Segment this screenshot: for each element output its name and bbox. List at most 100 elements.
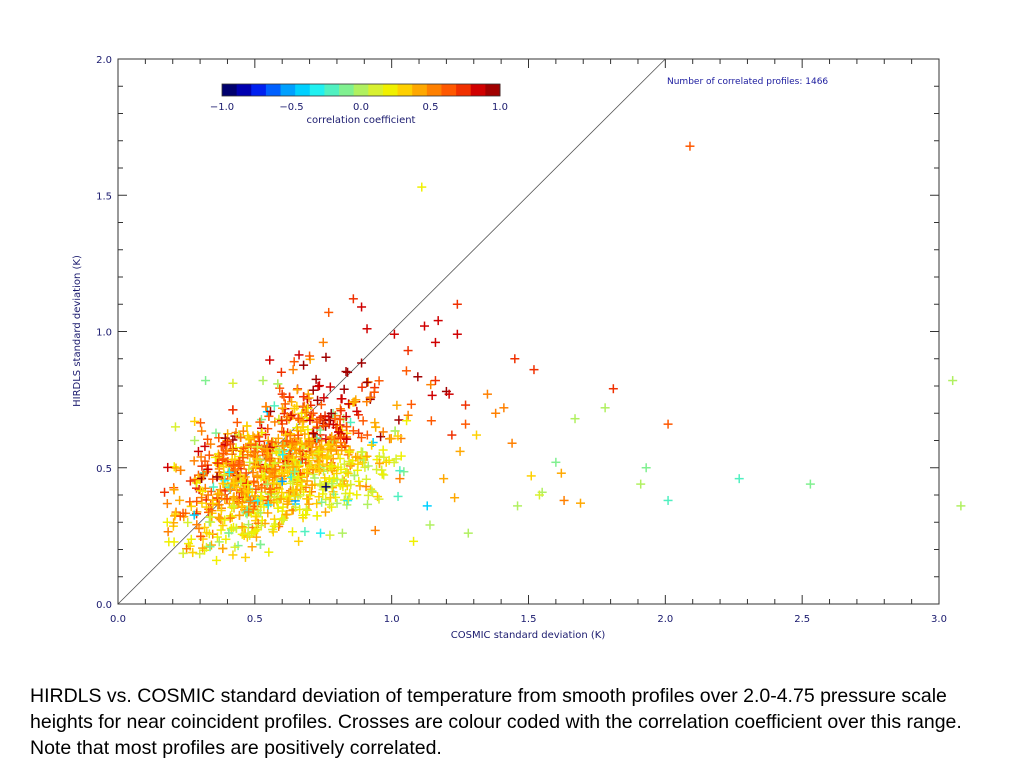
data-point: [390, 426, 400, 436]
data-point: [948, 376, 958, 386]
colorbar-segment: [441, 84, 457, 96]
data-point: [242, 421, 252, 431]
data-point: [392, 400, 402, 410]
data-point: [316, 400, 326, 410]
data-point: [286, 411, 296, 421]
data-point: [231, 523, 241, 533]
data-point: [321, 482, 331, 492]
data-point: [301, 407, 311, 417]
data-point: [228, 378, 238, 388]
data-point: [243, 431, 253, 441]
data-point: [203, 464, 213, 474]
data-point: [238, 426, 248, 436]
data-point: [325, 382, 335, 392]
data-point: [308, 385, 318, 395]
data-point: [287, 438, 297, 448]
data-point: [245, 457, 255, 467]
y-tick-label: 1.5: [96, 191, 112, 202]
data-point: [198, 486, 208, 496]
data-point: [289, 357, 299, 367]
y-tick-label: 0.5: [96, 464, 112, 475]
data-point: [335, 480, 345, 490]
data-point: [341, 412, 351, 422]
data-point: [276, 367, 286, 377]
data-point: [250, 448, 260, 458]
data-point: [232, 472, 242, 482]
data-point: [331, 441, 341, 451]
data-point: [198, 471, 208, 481]
data-point: [343, 367, 353, 377]
data-point: [362, 377, 372, 387]
data-point: [243, 450, 253, 460]
colorbar-segment: [456, 84, 472, 96]
data-point: [200, 441, 210, 451]
data-point: [302, 476, 312, 486]
data-point: [575, 498, 585, 508]
data-point: [349, 470, 359, 480]
data-point: [216, 442, 226, 452]
data-point: [265, 406, 275, 416]
data-point: [452, 329, 462, 339]
data-point: [198, 543, 208, 553]
data-point: [160, 487, 170, 497]
data-point: [318, 421, 328, 431]
data-point: [529, 365, 539, 375]
data-point: [234, 498, 244, 508]
data-point: [240, 552, 250, 562]
data-point: [221, 534, 231, 544]
data-point: [315, 415, 325, 425]
data-point: [197, 426, 207, 436]
colorbar-segment: [265, 84, 282, 96]
data-point: [349, 397, 359, 407]
data-point: [507, 438, 517, 448]
colorbar-segment: [412, 84, 428, 96]
colorbar-segment: [324, 84, 340, 96]
data-point: [345, 488, 355, 498]
data-point: [426, 416, 436, 426]
data-point: [301, 482, 311, 492]
x-tick-labels: 0.0 0.5 1.0 1.5 2.0 2.5 3.0: [110, 614, 947, 625]
data-point: [254, 436, 264, 446]
data-point: [239, 443, 249, 453]
data-point: [244, 520, 254, 530]
data-point: [190, 416, 200, 426]
data-point: [266, 487, 276, 497]
data-points: [160, 141, 966, 565]
data-point: [455, 446, 465, 456]
colorbar-segment: [368, 84, 384, 96]
data-point: [222, 437, 232, 447]
data-point: [409, 536, 419, 546]
data-point: [348, 294, 358, 304]
data-point: [200, 522, 210, 532]
data-point: [510, 354, 520, 364]
data-point: [242, 478, 252, 488]
data-point: [287, 527, 297, 537]
data-point: [189, 510, 199, 520]
data-point: [663, 419, 673, 429]
data-point: [342, 434, 352, 444]
data-point: [324, 307, 334, 317]
y-tick-label: 0.0: [96, 600, 112, 611]
data-point: [386, 434, 396, 444]
data-point: [307, 442, 317, 452]
data-point: [256, 493, 266, 503]
data-point: [600, 403, 610, 413]
data-point: [461, 400, 471, 410]
data-point: [312, 511, 322, 521]
data-point: [346, 480, 356, 490]
data-point: [284, 494, 294, 504]
data-point: [291, 502, 301, 512]
data-point: [307, 480, 317, 490]
data-point: [192, 509, 202, 519]
data-point: [381, 457, 391, 467]
data-point: [337, 394, 347, 404]
data-point: [252, 505, 262, 515]
data-point: [319, 393, 329, 403]
data-point: [292, 385, 302, 395]
profile-count-annotation: Number of correlated profiles: 1466: [667, 77, 828, 87]
data-point: [224, 467, 234, 477]
data-point: [261, 402, 271, 412]
data-point: [342, 467, 352, 477]
data-point: [258, 376, 268, 386]
data-point: [175, 511, 185, 521]
